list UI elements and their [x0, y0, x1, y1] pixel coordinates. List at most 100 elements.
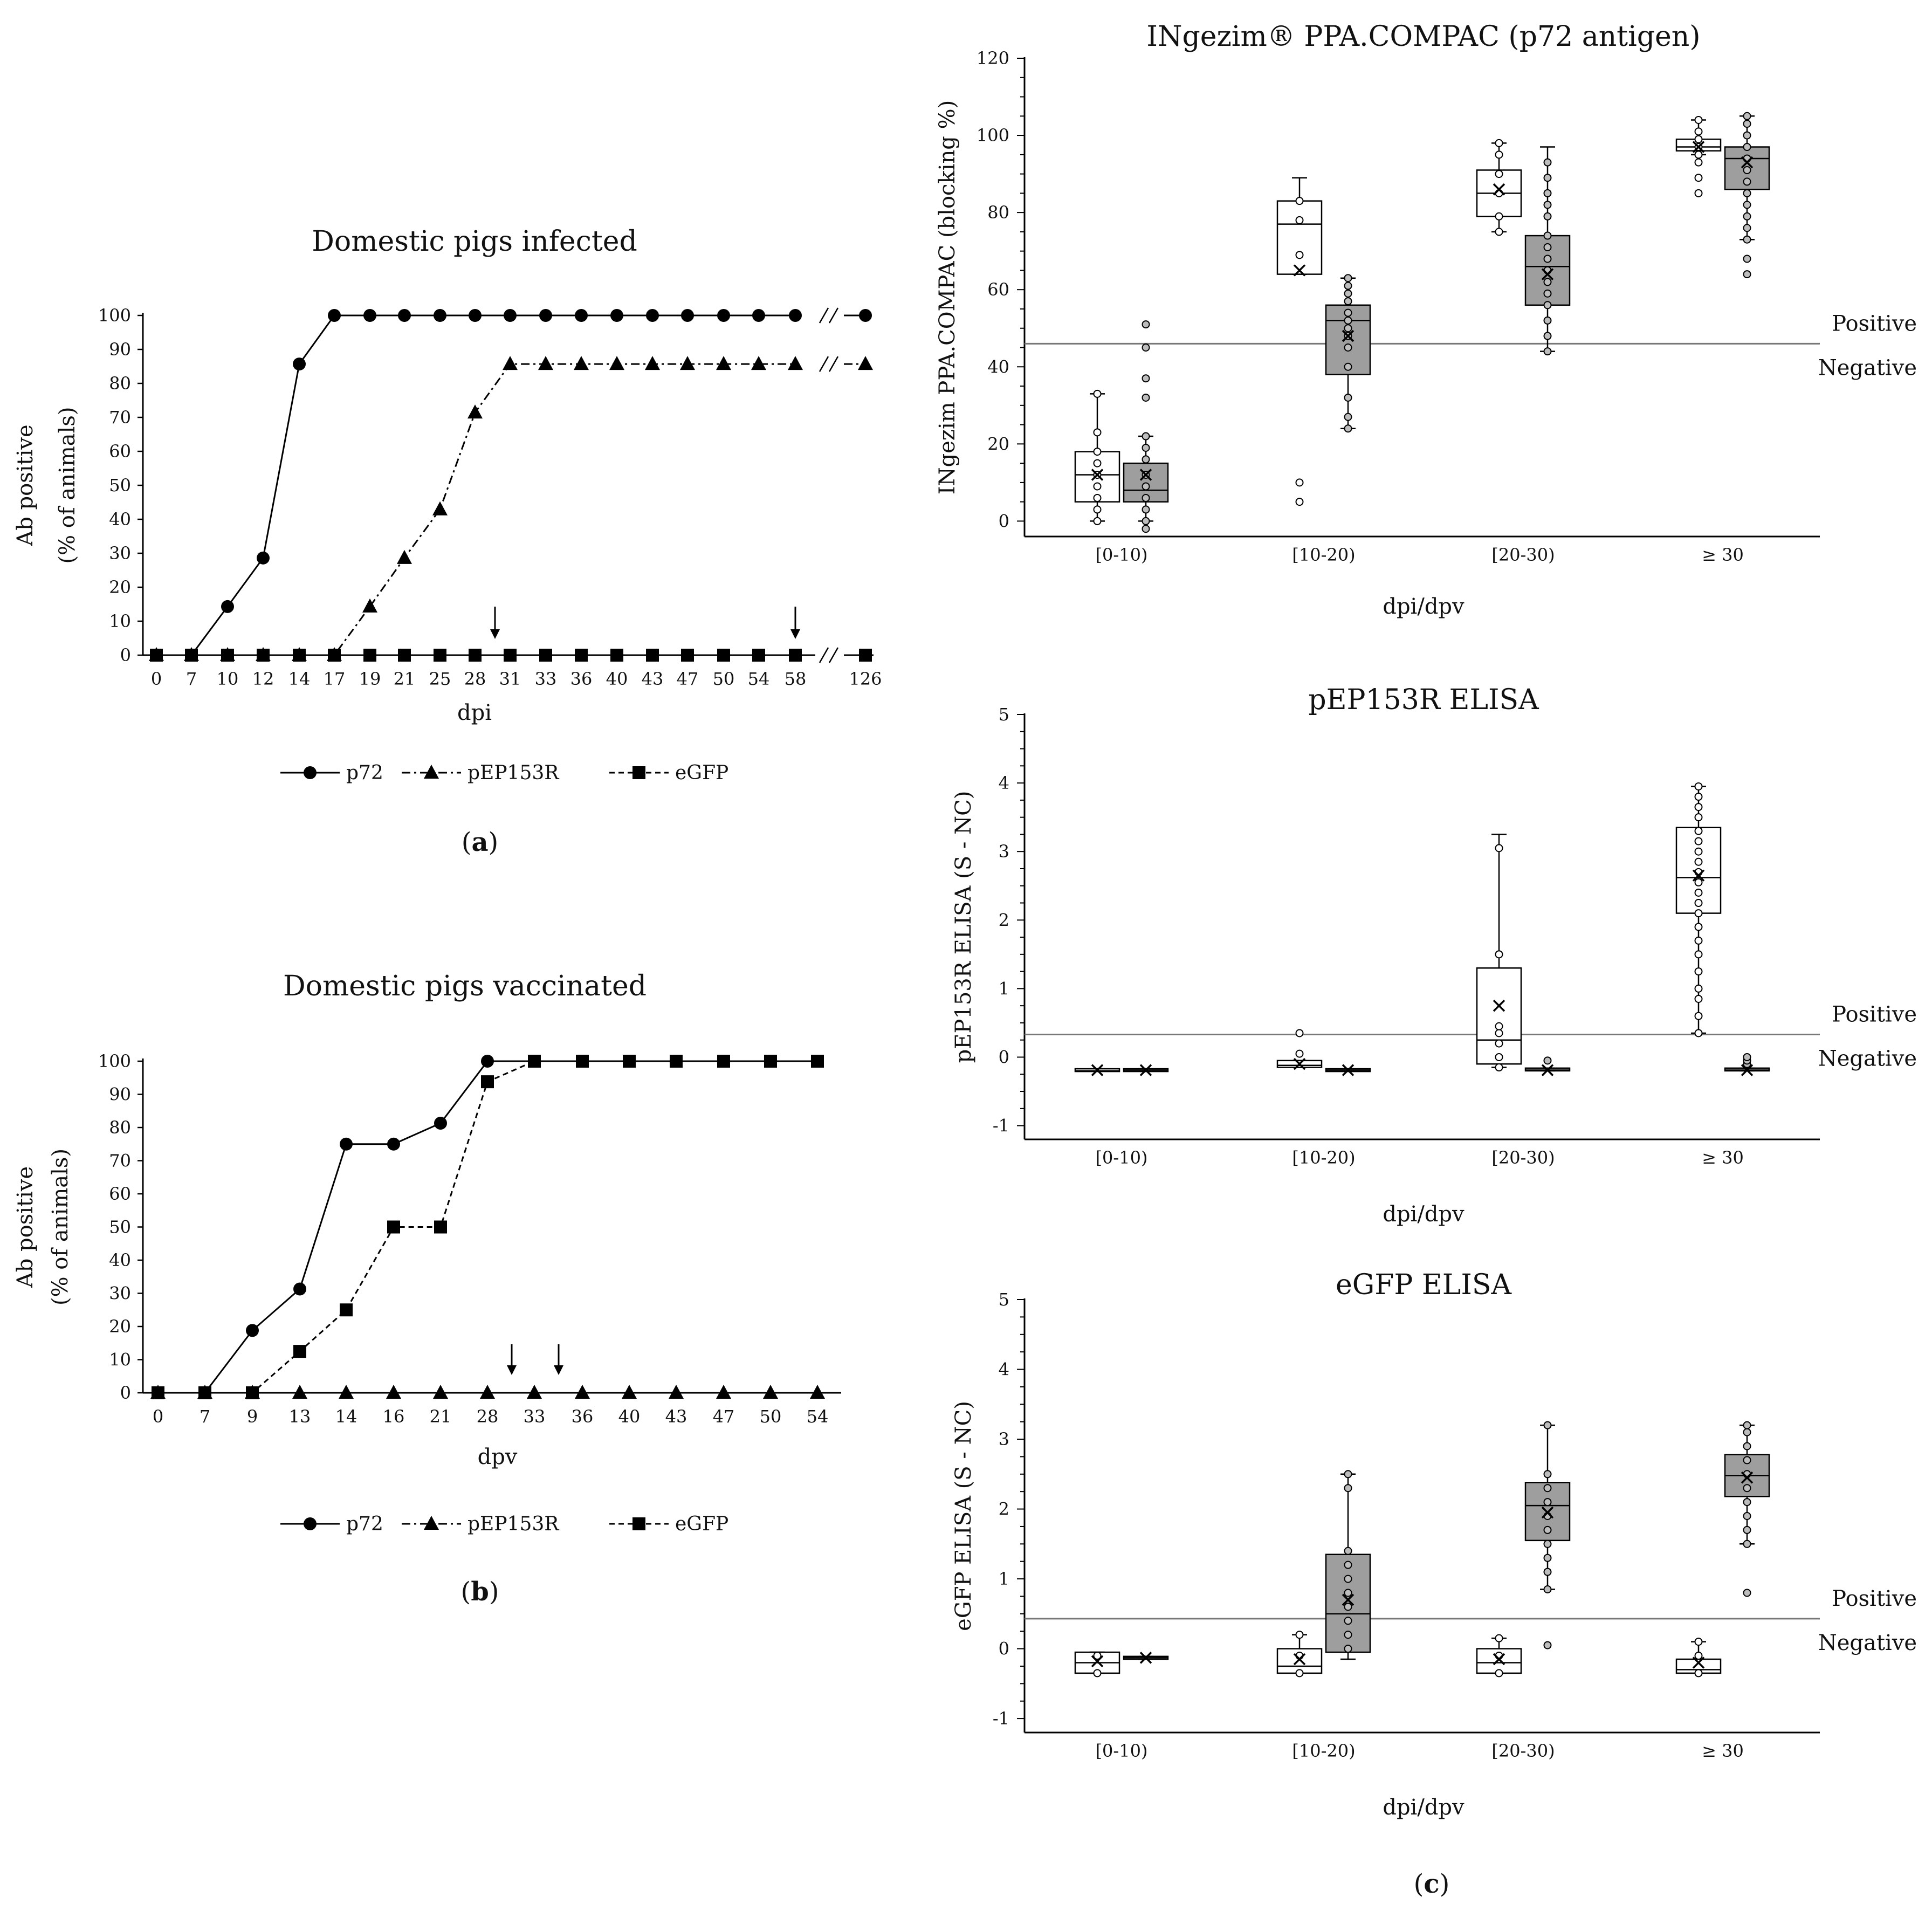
data-point-p72: [363, 309, 376, 322]
box-point: [1344, 393, 1352, 402]
box-point: [1743, 1456, 1751, 1465]
data-point-pEP153R: [339, 1385, 354, 1399]
data-point-eGFP: [717, 649, 730, 662]
chart-title: Domestic pigs infected: [312, 225, 637, 258]
axis-break-mark: [819, 356, 829, 372]
box-point: [1694, 899, 1703, 908]
legend-label-eGFP: eGFP: [675, 762, 728, 784]
y-tick-label: 1: [999, 1569, 1009, 1589]
box-point: [1743, 1053, 1751, 1061]
y-tick-label: 5: [999, 1289, 1009, 1310]
data-point-eGFP: [859, 649, 872, 662]
box-point: [1495, 1053, 1503, 1061]
y-tick-label: 70: [109, 407, 131, 428]
data-point-eGFP: [670, 1055, 683, 1068]
box-point: [1543, 255, 1552, 263]
box-point: [1743, 235, 1751, 244]
box-mean: [1139, 469, 1152, 481]
box-point: [1543, 316, 1552, 325]
data-point-p72: [504, 309, 517, 322]
box-mean: [1342, 1593, 1355, 1606]
x-tick-label: 54: [748, 669, 770, 689]
data-point-eGFP: [528, 1055, 541, 1068]
box-point: [1295, 216, 1304, 224]
box-mean: [1493, 1653, 1505, 1666]
x-tick-label: 33: [524, 1406, 546, 1427]
legend-marker-eGFP: [632, 766, 645, 779]
panel-letter-a: a: [471, 827, 488, 857]
box-point: [1344, 316, 1352, 325]
x-tick-label: [10-20): [1292, 1147, 1355, 1168]
series-line-p72: [156, 314, 795, 656]
box-point: [1295, 498, 1304, 506]
y-tick-label: 70: [109, 1151, 131, 1171]
x-tick-label: ≥ 30: [1702, 1741, 1744, 1761]
box-point: [1344, 1561, 1352, 1569]
x-tick-label: 126: [849, 669, 882, 689]
x-tick-label: 47: [677, 669, 699, 689]
box-point: [1344, 1484, 1352, 1493]
box-mean: [1342, 329, 1355, 342]
box-point: [1295, 478, 1304, 487]
box-point: [1543, 1421, 1552, 1429]
y-tick-label: 90: [109, 339, 131, 360]
arrow-indicator-head: [490, 629, 500, 639]
box-point: [1093, 517, 1102, 525]
data-point-eGFP: [764, 1055, 777, 1068]
y-tick-label: 5: [999, 704, 1009, 725]
x-tick-label: 14: [288, 669, 311, 689]
data-point-eGFP: [610, 649, 623, 662]
data-point-pEP153R: [858, 356, 873, 370]
data-point-eGFP: [185, 649, 198, 662]
data-point-eGFP: [221, 649, 234, 662]
box-point: [1694, 158, 1703, 167]
x-tick-label: 54: [807, 1406, 829, 1427]
box-point: [1694, 1012, 1703, 1020]
data-point-p72: [221, 600, 234, 613]
box-point: [1142, 432, 1150, 441]
y-tick-label: 10: [109, 1350, 131, 1370]
y-tick-label: 4: [999, 773, 1009, 793]
y-tick-label: 2: [999, 910, 1009, 930]
box-mean: [1091, 1064, 1104, 1076]
data-point-eGFP: [504, 649, 517, 662]
box-point: [1743, 1525, 1751, 1534]
x-tick-label: [0-10): [1096, 1741, 1148, 1761]
x-tick-label: 0: [153, 1406, 163, 1427]
arrow-indicator-head: [790, 629, 800, 639]
box-point: [1543, 231, 1552, 240]
box-point: [1694, 1652, 1703, 1660]
data-point-pEP153R: [609, 356, 624, 370]
y-tick-label: 20: [109, 1316, 131, 1337]
box-point: [1093, 505, 1102, 514]
y-axis-label: eGFP ELISA (S - NC): [951, 1401, 976, 1631]
data-point-pEP153R: [292, 1385, 307, 1399]
x-tick-label: 43: [642, 669, 664, 689]
panel-label-a: (a): [462, 827, 499, 857]
x-tick-label: 43: [665, 1406, 687, 1427]
box-point: [1495, 228, 1503, 236]
y-tick-label: 40: [109, 1250, 131, 1270]
data-point-p72: [434, 309, 446, 322]
box-point: [1093, 459, 1102, 468]
data-point-eGFP: [398, 649, 411, 662]
box-point: [1543, 1539, 1552, 1548]
x-tick-label: [20-30): [1491, 1147, 1555, 1168]
axis-break-mark: [819, 307, 829, 324]
y-tick-label: -1: [993, 1116, 1009, 1136]
box-point: [1142, 525, 1150, 533]
x-tick-label: 28: [464, 669, 486, 689]
y-tick-label: 3: [999, 1429, 1009, 1449]
y-axis-label: INgezim PPA.COMPAC (blocking %): [935, 100, 960, 494]
y-tick-label: 30: [109, 1283, 131, 1304]
y-tick-label: 0: [999, 1047, 1009, 1067]
data-point-p72: [539, 309, 552, 322]
data-point-eGFP: [198, 1386, 211, 1399]
chart-title: Domestic pigs vaccinated: [283, 970, 647, 1002]
box-point: [1093, 1652, 1102, 1660]
box-point: [1743, 224, 1751, 232]
box-point: [1142, 443, 1150, 452]
y-tick-label: 0: [999, 1639, 1009, 1659]
y-tick-label: 60: [109, 1184, 131, 1204]
data-point-eGFP: [646, 649, 659, 662]
